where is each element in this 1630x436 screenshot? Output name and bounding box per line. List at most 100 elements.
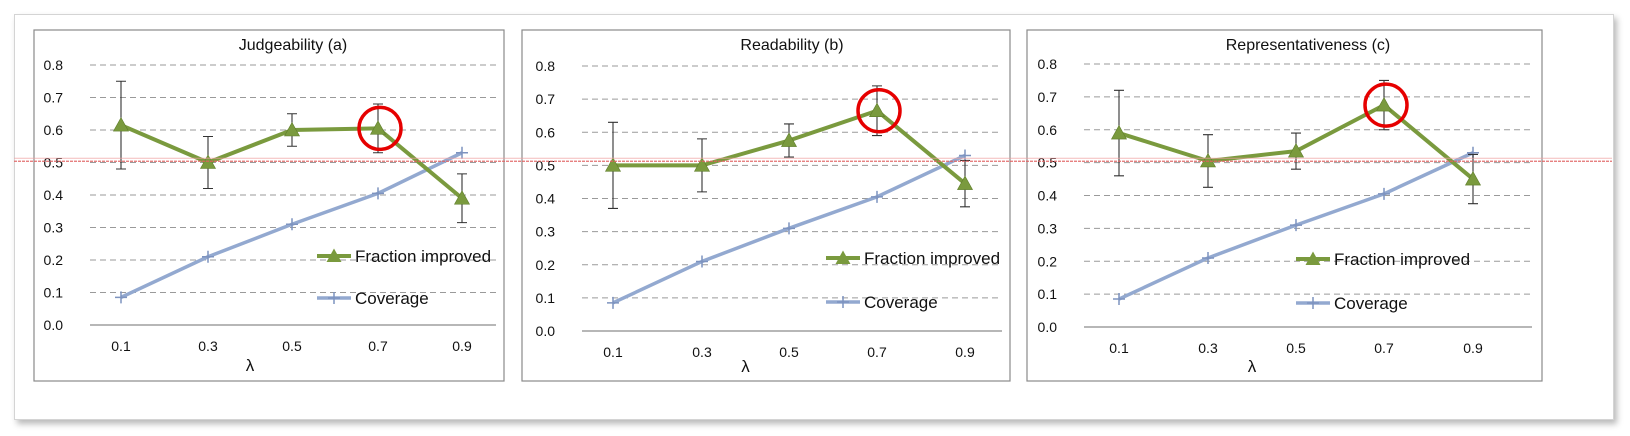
- y-tick-label: 0.1: [1038, 286, 1058, 302]
- legend-coverage-label: Coverage: [1334, 294, 1408, 313]
- coverage-point: [1290, 219, 1302, 232]
- y-tick-label: 0.8: [44, 57, 64, 73]
- x-tick-label: 0.5: [282, 338, 302, 354]
- chart-panel-2: Readability (b) 0.0 0.1 0.2 0.3 0.4 0.5 0.6 0.7 0…: [521, 29, 1011, 382]
- coverage-point: [1378, 187, 1390, 200]
- y-tick-label: 0.6: [536, 124, 556, 140]
- legend-fraction-label: Fraction improved: [864, 249, 1000, 268]
- panel-title: Representativeness (c): [1226, 37, 1391, 54]
- y-tick-label: 0.8: [1038, 56, 1058, 72]
- y-tick-label: 0.3: [536, 224, 556, 240]
- highlight-circle: [856, 87, 902, 134]
- y-tick-label: 0.2: [44, 252, 64, 268]
- legend: Fraction improved Coverage: [1296, 250, 1470, 313]
- x-tick-label: 0.9: [1463, 340, 1483, 356]
- fraction-improved-point: [1287, 143, 1305, 158]
- x-tick-label: 0.3: [692, 344, 712, 360]
- legend-fraction-label: Fraction improved: [355, 247, 491, 266]
- x-axis-label: λ: [246, 356, 255, 375]
- x-tick-label: 0.1: [111, 338, 131, 354]
- y-tick-label: 0.0: [44, 317, 64, 333]
- y-tick-label: 0.1: [44, 285, 64, 301]
- y-tick-label: 0.5: [536, 157, 556, 173]
- legend-fraction-marker: [1305, 251, 1321, 265]
- fraction-improved-point: [693, 157, 711, 172]
- x-tick-label: 0.7: [368, 338, 388, 354]
- y-tick-label: 0.6: [1038, 122, 1058, 138]
- highlight-circle: [1363, 82, 1409, 128]
- highlight-circle: [357, 105, 403, 152]
- y-tick-label: 0.3: [44, 220, 64, 236]
- fraction-improved-point: [868, 102, 886, 118]
- panel-border: [1026, 29, 1543, 382]
- legend-coverage-marker: [1307, 297, 1319, 309]
- coverage-point: [1113, 293, 1125, 306]
- x-tick-label: 0.3: [1198, 340, 1218, 356]
- legend-coverage-label: Coverage: [355, 289, 429, 308]
- coverage-point: [202, 250, 214, 263]
- coverage-point: [696, 255, 708, 268]
- y-tick-label: 0.3: [1038, 220, 1058, 236]
- y-tick-label: 0.5: [1038, 155, 1058, 171]
- x-tick-label: 0.3: [198, 338, 218, 354]
- panel-title: Readability (b): [740, 37, 843, 54]
- fraction-improved-point: [283, 121, 301, 137]
- y-tick-label: 0.1: [536, 290, 556, 306]
- coverage-point: [1202, 251, 1214, 264]
- legend-fraction-marker: [326, 248, 342, 262]
- x-tick-label: 0.1: [603, 344, 623, 360]
- coverage-point: [456, 146, 468, 159]
- y-tick-label: 0.0: [1038, 319, 1058, 335]
- fraction-improved-point: [780, 132, 798, 147]
- y-tick-label: 0.4: [44, 187, 64, 203]
- legend: Fraction improved Coverage: [826, 249, 1000, 312]
- legend: Fraction improved Coverage: [317, 247, 491, 308]
- x-tick-label: 0.1: [1109, 340, 1129, 356]
- y-tick-label: 0.2: [536, 257, 556, 273]
- legend-coverage-marker: [837, 296, 849, 308]
- fraction-improved-point: [1199, 152, 1217, 168]
- fraction-improved-point: [956, 175, 974, 190]
- y-tick-label: 0.8: [536, 58, 556, 74]
- y-tick-label: 0.2: [1038, 253, 1058, 269]
- coverage-point: [286, 218, 298, 231]
- x-axis-label: λ: [741, 357, 750, 376]
- y-tick-label: 0.0: [536, 323, 556, 339]
- chart-panel-3: Representativeness (c) 0.0 0.1 0.2 0.3 0.4 0.5…: [1026, 29, 1543, 382]
- x-tick-label: 0.5: [779, 344, 799, 360]
- coverage-point: [115, 291, 127, 304]
- legend-fraction-label: Fraction improved: [1334, 250, 1470, 269]
- y-tick-label: 0.7: [1038, 89, 1058, 105]
- panel-title: Judgeability (a): [239, 37, 348, 54]
- y-tick-label: 0.5: [44, 155, 64, 171]
- fraction-improved-point: [1464, 170, 1482, 186]
- x-tick-label: 0.5: [1286, 340, 1306, 356]
- y-tick-label: 0.6: [44, 122, 64, 138]
- legend-coverage-label: Coverage: [864, 293, 938, 312]
- x-tick-label: 0.7: [1374, 340, 1394, 356]
- x-tick-label: 0.9: [452, 338, 472, 354]
- fraction-improved-point: [369, 120, 387, 135]
- coverage-point: [783, 222, 795, 235]
- panel-border: [33, 29, 505, 382]
- coverage-point: [959, 149, 971, 162]
- fraction-improved-point: [604, 157, 622, 172]
- legend-fraction-marker: [835, 250, 851, 264]
- chart-panel-1: Judgeability (a) 0.0 0.1 0.2 0.3 0.4 0.5 0.6 0.7…: [33, 29, 505, 382]
- x-tick-label: 0.7: [867, 344, 887, 360]
- y-tick-label: 0.4: [536, 191, 556, 207]
- fraction-improved-point: [453, 190, 471, 205]
- coverage-point: [607, 296, 619, 309]
- panel-border: [521, 29, 1011, 382]
- x-tick-label: 0.9: [955, 344, 975, 360]
- coverage-point: [372, 187, 384, 200]
- x-axis-label: λ: [1248, 357, 1257, 376]
- y-tick-label: 0.7: [536, 91, 556, 107]
- legend-coverage-marker: [328, 292, 340, 304]
- y-tick-label: 0.7: [44, 90, 64, 106]
- fraction-improved-point: [1110, 124, 1128, 140]
- coverage-point: [871, 190, 883, 203]
- fraction-improved-point: [1375, 96, 1393, 112]
- fraction-improved-point: [112, 117, 130, 132]
